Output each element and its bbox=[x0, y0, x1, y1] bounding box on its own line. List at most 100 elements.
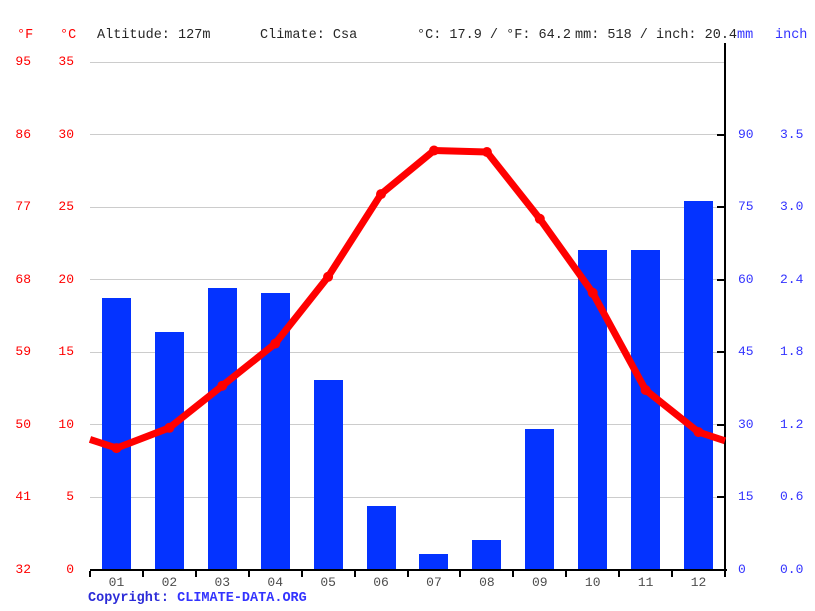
temperature-point-03 bbox=[217, 380, 228, 391]
inch-tick-label: 3.0 bbox=[780, 199, 804, 215]
fahrenheit-tick-label: 32 bbox=[15, 562, 31, 577]
x-axis-tick bbox=[459, 571, 462, 577]
month-label-09: 09 bbox=[531, 575, 548, 590]
annual-precipitation-label: mm: 518 / inch: 20.4 bbox=[575, 28, 738, 43]
month-label-05: 05 bbox=[320, 575, 336, 590]
temperature-point-06 bbox=[376, 189, 386, 200]
mm-tick-label: 90 bbox=[738, 126, 754, 142]
x-axis-tick bbox=[89, 571, 91, 577]
copyright: Copyright: CLIMATE-DATA.ORG bbox=[88, 591, 307, 607]
gridline-20c bbox=[90, 279, 725, 281]
precip-bar-01 bbox=[101, 298, 131, 569]
temperature-point-02 bbox=[164, 422, 175, 433]
mm-tick-label: 30 bbox=[738, 416, 754, 432]
fahrenheit-unit-header: °F bbox=[17, 28, 34, 43]
fahrenheit-tick-label: 77 bbox=[15, 199, 31, 215]
month-label-02: 02 bbox=[161, 575, 178, 590]
mm-tick-label: 60 bbox=[738, 271, 754, 287]
precip-bar-02 bbox=[154, 331, 184, 569]
inch-tick-label: 1.8 bbox=[780, 344, 804, 360]
fahrenheit-tick-label: 41 bbox=[15, 489, 31, 505]
fahrenheit-tick-label: 86 bbox=[15, 126, 31, 142]
celsius-tick-label: 35 bbox=[58, 54, 74, 69]
x-axis-tick bbox=[618, 571, 621, 577]
mm-tick-label: 0 bbox=[738, 562, 746, 577]
x-axis-line bbox=[90, 569, 727, 571]
temperature-point-09 bbox=[534, 213, 545, 224]
precip-bar-10 bbox=[578, 249, 608, 569]
climate-type-label: Climate: Csa bbox=[260, 28, 358, 43]
precip-bar-11 bbox=[631, 249, 661, 569]
celsius-tick-label: 0 bbox=[66, 562, 74, 577]
month-label-11: 11 bbox=[637, 575, 654, 590]
right-axis-tick bbox=[717, 496, 725, 499]
x-axis-tick bbox=[406, 571, 409, 577]
month-label-12: 12 bbox=[690, 575, 707, 590]
month-label-10: 10 bbox=[584, 575, 601, 590]
fahrenheit-tick-label: 50 bbox=[15, 416, 31, 432]
x-axis-tick bbox=[724, 571, 726, 577]
month-label-07: 07 bbox=[426, 575, 442, 590]
temperature-line bbox=[88, 147, 727, 452]
altitude-label: Altitude: 127m bbox=[97, 28, 211, 43]
temperature-point-11 bbox=[640, 385, 651, 395]
temperature-point-10 bbox=[587, 287, 598, 298]
precip-bar-07 bbox=[419, 554, 449, 569]
inch-tick-label: 2.4 bbox=[780, 271, 804, 287]
mm-tick-label: 45 bbox=[738, 344, 754, 360]
inch-tick-label: 3.5 bbox=[780, 126, 804, 142]
x-axis-tick bbox=[671, 571, 674, 577]
inch-tick-label: 0.0 bbox=[780, 562, 804, 577]
right-axis-tick bbox=[717, 278, 725, 281]
month-label-04: 04 bbox=[267, 575, 283, 590]
celsius-tick-label: 25 bbox=[58, 199, 74, 215]
precip-bar-09 bbox=[525, 428, 555, 569]
gridline-30c bbox=[90, 134, 725, 136]
month-label-08: 08 bbox=[479, 575, 495, 590]
precip-bar-03 bbox=[207, 288, 237, 569]
x-axis-tick bbox=[194, 571, 197, 577]
mm-unit-header: mm bbox=[737, 28, 754, 43]
precip-bar-12 bbox=[684, 201, 714, 569]
temperature-point-08 bbox=[481, 147, 492, 157]
precip-bar-06 bbox=[366, 506, 396, 569]
mm-tick-label: 15 bbox=[738, 489, 754, 505]
gridline-5c bbox=[90, 496, 725, 498]
month-label-06: 06 bbox=[373, 575, 389, 590]
x-axis-tick bbox=[565, 571, 568, 577]
right-axis-tick bbox=[717, 351, 725, 354]
inch-tick-label: 0.6 bbox=[780, 489, 804, 505]
celsius-tick-label: 30 bbox=[58, 126, 74, 142]
precip-bar-05 bbox=[313, 380, 343, 569]
fahrenheit-tick-label: 68 bbox=[15, 271, 31, 287]
temperature-point-07 bbox=[429, 145, 439, 156]
right-axis-line bbox=[724, 43, 726, 572]
temperature-point-04 bbox=[270, 338, 281, 349]
gridline-35c bbox=[90, 61, 725, 63]
celsius-tick-label: 5 bbox=[66, 489, 74, 505]
temperature-line-chart bbox=[88, 145, 727, 454]
copyright-link[interactable]: CLIMATE-DATA.ORG bbox=[177, 591, 307, 606]
annual-temperature-label: °C: 17.9 / °F: 64.2 bbox=[417, 28, 571, 43]
copyright-label: Copyright: bbox=[88, 591, 178, 606]
precip-bar-08 bbox=[472, 539, 502, 569]
celsius-tick-label: 15 bbox=[58, 344, 74, 360]
celsius-tick-label: 20 bbox=[58, 271, 74, 287]
gridline-15c bbox=[90, 351, 725, 353]
right-axis-tick bbox=[717, 206, 725, 209]
x-axis-tick bbox=[512, 571, 515, 577]
right-axis-tick bbox=[717, 133, 725, 136]
month-label-03: 03 bbox=[214, 575, 231, 590]
temperature-point-12 bbox=[693, 427, 704, 438]
gridline-10c bbox=[90, 424, 725, 426]
temperature-point-05 bbox=[323, 271, 334, 282]
x-axis-tick bbox=[353, 571, 356, 577]
inch-tick-label: 1.2 bbox=[780, 416, 804, 432]
right-axis-tick bbox=[717, 569, 725, 571]
mm-tick-label: 75 bbox=[738, 199, 754, 215]
fahrenheit-tick-label: 95 bbox=[15, 54, 31, 69]
celsius-unit-header: °C bbox=[60, 28, 77, 43]
temperature-point-01 bbox=[111, 443, 122, 454]
x-axis-tick bbox=[247, 571, 250, 577]
